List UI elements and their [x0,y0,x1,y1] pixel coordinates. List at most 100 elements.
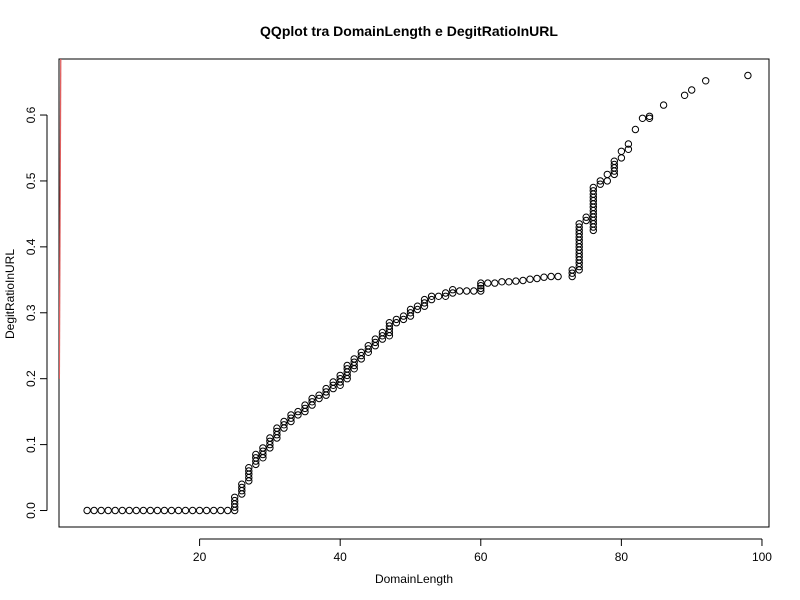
data-point [449,289,457,297]
data-point [160,506,169,515]
data-point [83,506,91,515]
data-point [582,213,590,221]
data-point [554,272,562,281]
data-point [336,371,344,380]
y-tick-label: 0.0 [24,502,38,519]
y-tick-label: 0.4 [24,238,38,255]
data-point [568,269,576,277]
data-point [631,125,640,134]
data-point [378,332,387,340]
data-point [357,348,365,356]
data-point [399,315,408,324]
data-point [90,506,98,515]
data-point [266,434,274,442]
data-point [315,394,323,403]
plot-border [58,58,770,528]
data-point [329,378,337,386]
data-point [259,444,267,452]
data-point [413,305,422,314]
reference-line-layer [59,59,62,379]
data-point [392,319,401,327]
data-point [505,278,513,286]
data-point [596,180,604,188]
data-point [427,292,436,300]
data-point [385,319,394,327]
data-point [357,351,365,360]
data-point [659,101,668,109]
data-point [575,223,583,231]
data-point [118,506,127,515]
x-tick-label: 100 [752,550,772,564]
x-tick-label: 60 [474,550,488,564]
data-point [97,506,105,515]
data-point [392,315,401,324]
data-point [378,328,387,337]
y-tick-label: 0.5 [24,172,38,189]
data-point [174,506,183,515]
data-point [589,183,597,192]
y-axis: 0.0 0.1 0.2 0.3 0.4 0.5 0.6 [24,106,48,519]
data-point [533,274,541,283]
data-point [336,375,344,383]
data-point [301,401,309,409]
data-point [406,305,415,314]
chart-title: QQplot tra DomainLength e DegitRatioInUR… [260,23,558,39]
data-point [638,114,647,123]
data-point [252,450,260,459]
data-point [399,312,408,320]
data-point [610,160,618,169]
plot-frame [58,58,770,528]
data-point [343,361,351,370]
data-point [744,71,752,80]
y-tick-label: 0.6 [24,106,38,123]
data-point [322,388,330,396]
data-point [210,506,218,515]
data-point [477,282,485,290]
data-point [308,398,316,406]
data-point [477,279,485,287]
reference-line [59,59,62,379]
data-point [449,286,457,294]
data-point [139,506,148,515]
data-point [350,355,358,363]
x-tick-label: 40 [334,550,348,564]
data-point [153,506,162,515]
data-point [146,506,155,515]
data-point [610,157,618,165]
y-axis-label: DegitRatioInURL [3,249,17,339]
data-point [603,177,611,185]
data-point [526,275,534,283]
data-point [568,266,576,274]
data-point [688,86,696,94]
x-tick-label: 80 [615,550,629,564]
data-point [645,112,654,121]
data-point [280,421,288,429]
data-points-layer [83,71,752,515]
data-point [259,447,267,455]
data-point [371,335,379,343]
data-point [308,394,316,403]
data-point [364,345,372,353]
data-point [603,170,611,179]
y-tick-label: 0.3 [24,304,38,321]
data-point [413,302,422,310]
data-point [547,272,555,281]
data-point [238,483,246,492]
data-point [125,506,134,515]
data-point [224,506,232,515]
data-point [181,506,190,515]
data-point [540,273,548,281]
y-tick-label: 0.2 [24,370,38,387]
data-point [477,287,485,295]
data-point [195,506,204,515]
data-point [441,292,450,300]
data-point [252,454,260,462]
data-point [589,187,597,195]
data-point [420,299,429,307]
data-point [245,467,253,475]
data-point [364,342,372,350]
data-point [280,417,288,426]
data-point [371,338,379,347]
data-point [301,404,309,413]
